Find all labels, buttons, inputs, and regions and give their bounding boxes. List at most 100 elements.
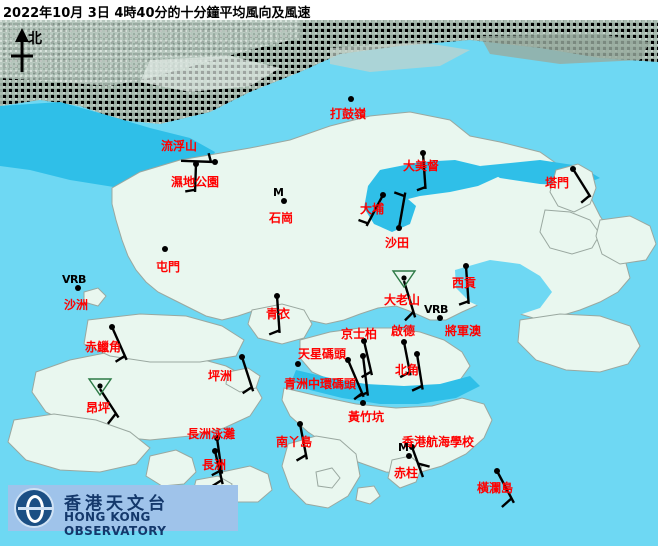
station-dot-icon: [297, 421, 303, 427]
wind-barb-tail: [353, 392, 363, 401]
wind-barb-shaft: [193, 163, 198, 193]
station-marker: [391, 270, 417, 322]
map-geography: [0, 20, 658, 546]
station-dot-icon: [162, 246, 168, 252]
sai-kung-sea: [455, 260, 552, 316]
station-dot-icon: [281, 198, 287, 204]
station-marker: [399, 339, 412, 379]
station-dot-icon: [437, 315, 443, 321]
station-dot-icon: [396, 225, 402, 231]
station-marker: [406, 453, 412, 459]
station-marker: [295, 361, 301, 367]
station-marker: [416, 150, 427, 192]
wind-barb-tail: [580, 194, 591, 204]
station-flag-17: VRB: [424, 303, 448, 316]
station-dot-icon: [75, 285, 81, 291]
station-triangle-icon: [87, 378, 113, 397]
wind-barb-shaft: [298, 423, 309, 460]
station-label-7: 沙田: [385, 236, 410, 250]
station-label-2: 濕地公園: [171, 175, 220, 189]
wind-barb-shaft: [346, 359, 365, 398]
mainland-satellite-highlight: [0, 20, 300, 86]
cheung-chau-island: [145, 449, 197, 487]
hko-logo: 香港天文台 HONG KONG OBSERVATORY: [8, 485, 238, 538]
station-label-17: 將軍澳: [445, 324, 482, 338]
wind-barb-shaft: [110, 326, 128, 361]
station-dot-icon: [494, 468, 500, 474]
map-canvas: [0, 20, 658, 546]
station-marker: [494, 468, 515, 508]
wind-barb-tail: [393, 191, 406, 198]
wind-barb-tail: [268, 329, 280, 336]
station-marker: [281, 198, 287, 204]
wind-barb-shaft: [275, 295, 281, 333]
station-label-0: 打鼓嶺: [330, 107, 367, 121]
station-dot-icon: [360, 400, 366, 406]
page-title: 2022年10月 3日 4時40分的十分鐘平均風向及風速: [3, 6, 311, 21]
station-marker: [348, 96, 354, 102]
station-marker: [295, 421, 309, 462]
station-label-6: 大埔: [360, 202, 385, 216]
wind-barb-shaft: [402, 280, 417, 318]
station-marker: [180, 152, 218, 165]
wind-barb-tail: [404, 311, 415, 322]
wind-barb-tail: [358, 218, 369, 225]
station-label-14: 青衣: [266, 307, 291, 321]
station-label-22: 坪洲: [208, 369, 233, 383]
station-dot-icon: [414, 351, 420, 357]
station-marker: [356, 353, 370, 398]
wind-barb-shaft: [410, 446, 425, 478]
wind-barb-shaft: [464, 265, 470, 304]
station-label-18: 天星碼頭: [298, 347, 347, 361]
wind-barb-shaft: [213, 450, 224, 485]
station-dot-icon: [295, 361, 301, 367]
wind-barb-tail: [106, 412, 117, 425]
station-marker: [345, 357, 365, 401]
wind-barb-tail: [416, 185, 426, 192]
chek-lap-kok: [83, 313, 245, 363]
station-label-3: 石崗: [269, 211, 294, 225]
station-label-4: 大美督: [403, 159, 440, 173]
station-marker: [409, 444, 430, 478]
title-bar: 2022年10月 3日 4時40分的十分鐘平均風向及風速: [0, 0, 658, 21]
wind-barb-tail: [207, 152, 213, 163]
station-dot-icon: [212, 448, 218, 454]
station-label-10: 屯門: [156, 260, 181, 274]
station-flag-28: M: [398, 441, 409, 454]
station-label-23: 黃竹坑: [348, 410, 385, 424]
station-label-28: 赤柱: [394, 466, 419, 480]
station-marker: [393, 191, 407, 231]
wind-barb-tail: [241, 386, 253, 395]
wind-barb-shaft: [215, 437, 224, 474]
station-dot-icon: [345, 357, 351, 363]
wind-barb-tail: [185, 188, 196, 193]
station-dot-icon: [401, 275, 407, 281]
station-marker: [162, 246, 168, 252]
station-triangle-icon: [391, 270, 417, 289]
station-label-29: 橫瀾島: [477, 481, 514, 495]
wind-barb-tail: [458, 300, 469, 306]
station-dot-icon: [406, 453, 412, 459]
station-label-8: 西貢: [452, 276, 477, 290]
station-label-19: 北角: [395, 363, 420, 377]
wind-barb-shaft: [495, 470, 515, 504]
victoria-harbour: [292, 370, 480, 404]
wind-barb-layer: [75, 96, 592, 508]
station-marker: [570, 166, 592, 204]
station-marker: [437, 315, 443, 321]
station-dot-icon: [97, 383, 103, 389]
station-marker: [358, 192, 386, 227]
station-marker: [239, 354, 255, 395]
station-dot-icon: [361, 338, 367, 344]
hko-emblem-icon: [14, 488, 54, 528]
wind-barb-tail: [501, 497, 513, 508]
station-label-20: 中環碼頭: [308, 377, 357, 391]
station-label-15: 京士柏: [341, 327, 378, 341]
station-marker: [411, 351, 424, 392]
wind-barb-shaft: [365, 194, 385, 227]
wind-barb-tail: [399, 370, 411, 379]
north-arrow-icon: [11, 28, 33, 72]
station-marker: [458, 263, 470, 306]
station-dot-icon: [212, 159, 218, 165]
station-dot-icon: [401, 339, 407, 345]
